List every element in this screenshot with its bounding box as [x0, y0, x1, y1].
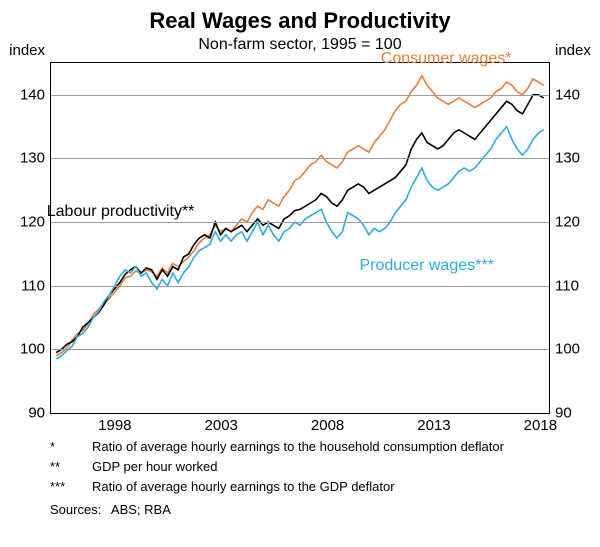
- ytick-left: 100: [20, 341, 51, 358]
- gridline: [51, 222, 549, 223]
- ytick-right: 100: [549, 341, 580, 358]
- ytick-left: 110: [21, 277, 51, 294]
- footnote-marker: **: [50, 458, 92, 477]
- sources-text: ABS; RBA: [108, 502, 171, 517]
- ytick-right: 130: [549, 150, 580, 167]
- xtick: 2008: [311, 413, 344, 434]
- footnote-row: **GDP per hour worked: [50, 458, 570, 477]
- chart-title: Real Wages and Productivity: [0, 0, 600, 34]
- sources: Sources: ABS; RBA: [50, 501, 570, 520]
- footnote-text: Ratio of average hourly earnings to the …: [92, 438, 570, 457]
- xtick: 1998: [98, 413, 131, 434]
- series-label: Consumer wages*: [381, 50, 512, 68]
- series-label: Labour productivity**: [47, 203, 195, 221]
- chart-svg: [51, 63, 549, 413]
- gridline: [51, 158, 549, 159]
- ytick-left: 90: [28, 405, 51, 422]
- gridline: [51, 95, 549, 96]
- ytick-right: 110: [549, 277, 579, 294]
- series-line: [56, 95, 543, 353]
- footnote-text: Ratio of average hourly earnings to the …: [92, 478, 570, 497]
- footnote-marker: ***: [50, 478, 92, 497]
- y-axis-label-right: index: [549, 42, 591, 59]
- series-label: Producer wages***: [360, 257, 494, 275]
- series-line: [56, 127, 543, 359]
- footnote-marker: *: [50, 438, 92, 457]
- footnote-row: *Ratio of average hourly earnings to the…: [50, 438, 570, 457]
- xtick: 2018: [524, 413, 557, 434]
- ytick-right: 140: [549, 86, 580, 103]
- xtick: 2013: [417, 413, 450, 434]
- ytick-left: 130: [20, 150, 51, 167]
- y-axis-label-left: index: [9, 42, 51, 59]
- footnote-row: ***Ratio of average hourly earnings to t…: [50, 478, 570, 497]
- gridline: [51, 349, 549, 350]
- ytick-right: 120: [549, 214, 580, 231]
- gridline: [51, 286, 549, 287]
- sources-label: Sources:: [50, 501, 108, 520]
- footnote-text: GDP per hour worked: [92, 458, 570, 477]
- ytick-left: 140: [20, 86, 51, 103]
- plot-area: index index 9090100100110110120120130130…: [50, 62, 550, 414]
- chart-container: Real Wages and Productivity Non-farm sec…: [0, 0, 600, 547]
- footnotes: *Ratio of average hourly earnings to the…: [50, 438, 570, 519]
- xtick: 2003: [205, 413, 238, 434]
